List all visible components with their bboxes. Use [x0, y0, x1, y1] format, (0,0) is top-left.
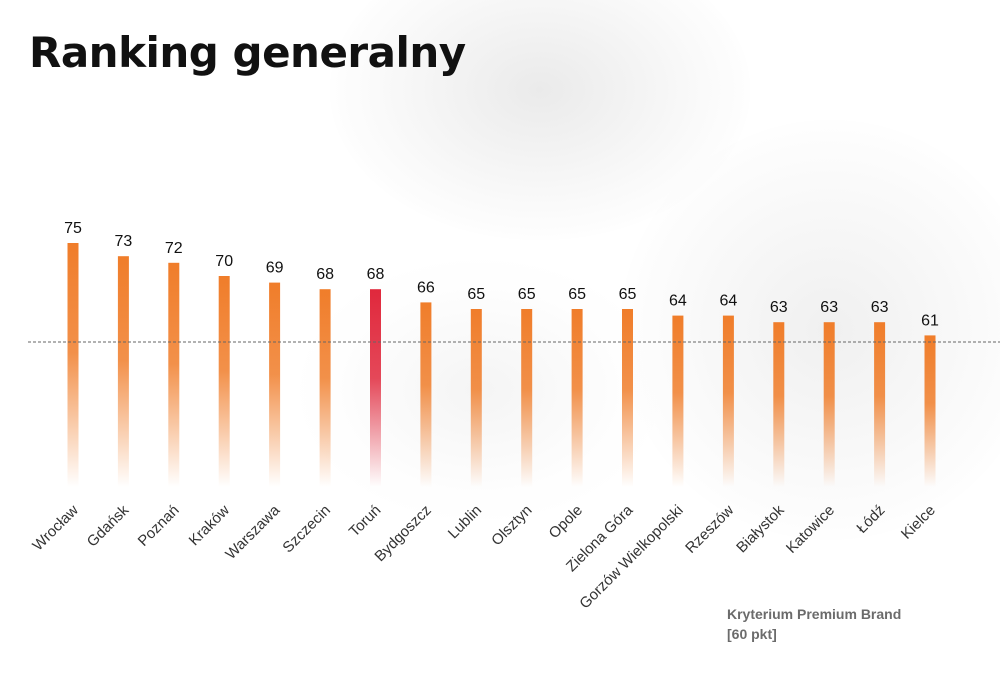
category-label-17: Kielce [898, 502, 939, 543]
category-label-0: Wrocław [29, 502, 82, 555]
data-label-2: 72 [165, 240, 183, 257]
bar-16 [874, 322, 886, 487]
category-label-1: Gdańsk [84, 501, 133, 550]
bar-13 [722, 315, 734, 487]
category-label-2: Poznań [135, 502, 183, 550]
data-label-9: 65 [518, 286, 536, 303]
category-label-8: Lublin [445, 502, 485, 542]
bar-8 [470, 309, 482, 487]
data-label-16: 63 [871, 299, 889, 316]
category-label-13: Rzeszów [682, 502, 737, 557]
bar-5 [319, 289, 331, 487]
criterion-note-points: [60 pkt] [727, 626, 777, 642]
bar-0 [67, 243, 79, 487]
data-label-7: 66 [417, 279, 435, 296]
data-label-1: 73 [115, 233, 133, 250]
bar-2 [168, 262, 180, 487]
category-label-4: Warszawa [222, 501, 284, 563]
bar-4 [269, 282, 281, 487]
category-label-15: Katowice [783, 502, 838, 557]
category-label-3: Kraków [186, 502, 234, 550]
bar-17 [924, 335, 936, 487]
category-label-6: Toruń [346, 502, 385, 541]
data-label-13: 64 [720, 293, 738, 310]
bar-6 [370, 289, 381, 487]
bar-12 [672, 315, 684, 487]
bar-15 [823, 322, 835, 487]
data-label-17: 61 [921, 312, 939, 329]
bar-11 [622, 309, 633, 487]
category-label-5: Szczecin [279, 502, 333, 556]
data-label-10: 65 [568, 286, 586, 303]
data-label-8: 65 [467, 286, 485, 303]
data-label-4: 69 [266, 260, 284, 277]
criterion-note: Kryterium Premium Brand [60 pkt] [727, 604, 901, 644]
category-label-10: Opole [546, 502, 586, 542]
page-title: Ranking generalny [29, 28, 466, 77]
bar-3 [218, 276, 230, 487]
bar-7 [420, 302, 432, 487]
data-label-6: 68 [367, 266, 385, 283]
data-label-14: 63 [770, 299, 788, 316]
bar-10 [571, 309, 583, 487]
category-label-14: Białystok [733, 501, 788, 556]
data-label-15: 63 [820, 299, 838, 316]
criterion-note-name: Kryterium Premium Brand [727, 606, 902, 622]
data-label-5: 68 [316, 266, 334, 283]
data-label-11: 65 [619, 286, 637, 303]
data-label-3: 70 [215, 253, 233, 270]
bar-1 [117, 256, 129, 487]
category-label-16: Łódź [853, 502, 888, 537]
bar-9 [521, 309, 533, 487]
bar-14 [773, 322, 785, 487]
category-label-9: Olsztyn [488, 502, 535, 549]
data-label-12: 64 [669, 293, 687, 310]
data-label-0: 75 [64, 220, 82, 237]
